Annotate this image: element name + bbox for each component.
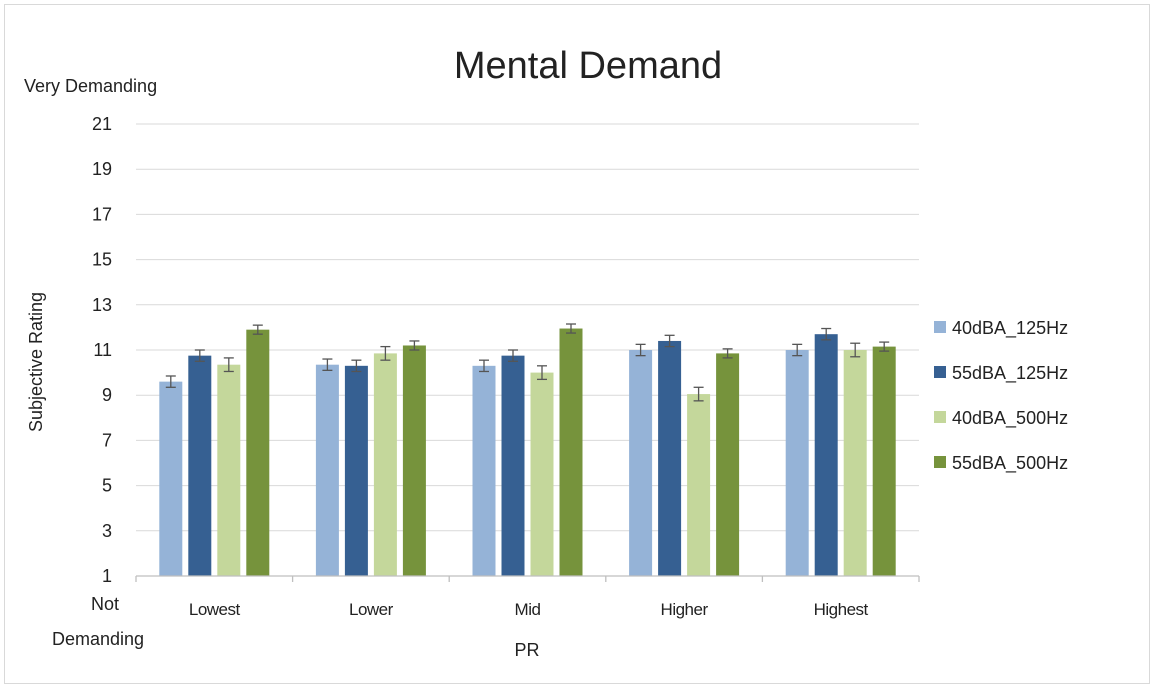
bar — [373, 353, 397, 576]
y-tick-label: 17 — [92, 204, 112, 224]
bar — [629, 350, 653, 576]
y-top-label: Very Demanding — [24, 76, 157, 96]
y-axis-label: Subjective Rating — [26, 292, 46, 432]
legend-label: 40dBA_125Hz — [952, 318, 1068, 339]
legend-swatch — [934, 456, 946, 468]
legend-swatch — [934, 366, 946, 378]
bar — [530, 372, 554, 576]
bars — [159, 328, 896, 576]
category-label: Mid — [515, 600, 541, 619]
x-axis — [135, 575, 920, 582]
y-tick-label: 21 — [92, 114, 112, 134]
y-bottom-label-line2: Demanding — [52, 629, 144, 649]
category-label: Lower — [349, 600, 394, 619]
error-bars — [165, 323, 890, 402]
chart-title: Mental Demand — [454, 45, 722, 87]
bar — [402, 345, 426, 576]
y-tick-label: 11 — [93, 340, 112, 360]
y-tick-label: 13 — [92, 295, 112, 315]
legend-label: 55dBA_125Hz — [952, 363, 1068, 384]
category-label: Lowest — [189, 600, 241, 619]
y-tick-label: 3 — [102, 521, 112, 541]
y-tick-label: 1 — [102, 566, 112, 586]
bar — [687, 394, 711, 576]
legend-label: 55dBA_500Hz — [952, 453, 1068, 474]
legend-swatch — [934, 321, 946, 333]
bar — [188, 355, 212, 576]
y-tick-label: 15 — [92, 250, 112, 270]
bar — [843, 350, 867, 576]
legend-label: 40dBA_500Hz — [952, 408, 1068, 429]
legend: 40dBA_125Hz 55dBA_125Hz 40dBA_500Hz 55dBA_5… — [934, 318, 1068, 474]
bar — [217, 364, 241, 576]
bar — [246, 329, 270, 576]
legend-swatch — [934, 411, 946, 423]
bar — [872, 346, 896, 576]
bar — [716, 353, 740, 576]
bar — [315, 364, 339, 576]
bar — [814, 334, 838, 576]
category-label: Higher — [661, 600, 709, 619]
y-tick-label: 7 — [102, 430, 112, 450]
bar — [785, 350, 809, 576]
bar — [501, 355, 525, 576]
y-tick-label: 19 — [92, 159, 112, 179]
bar — [344, 365, 368, 576]
category-label: Highest — [814, 600, 869, 619]
y-tick-label: 9 — [102, 385, 112, 405]
y-bottom-label-line1: Not — [91, 594, 119, 614]
bar — [159, 381, 183, 576]
category-labels: Lowest Lower Mid Higher Highest — [189, 600, 869, 619]
y-tick-label: 5 — [102, 476, 112, 496]
x-axis-label: PR — [514, 640, 539, 660]
bar — [658, 340, 682, 576]
bar — [559, 328, 583, 576]
bar — [472, 365, 496, 576]
